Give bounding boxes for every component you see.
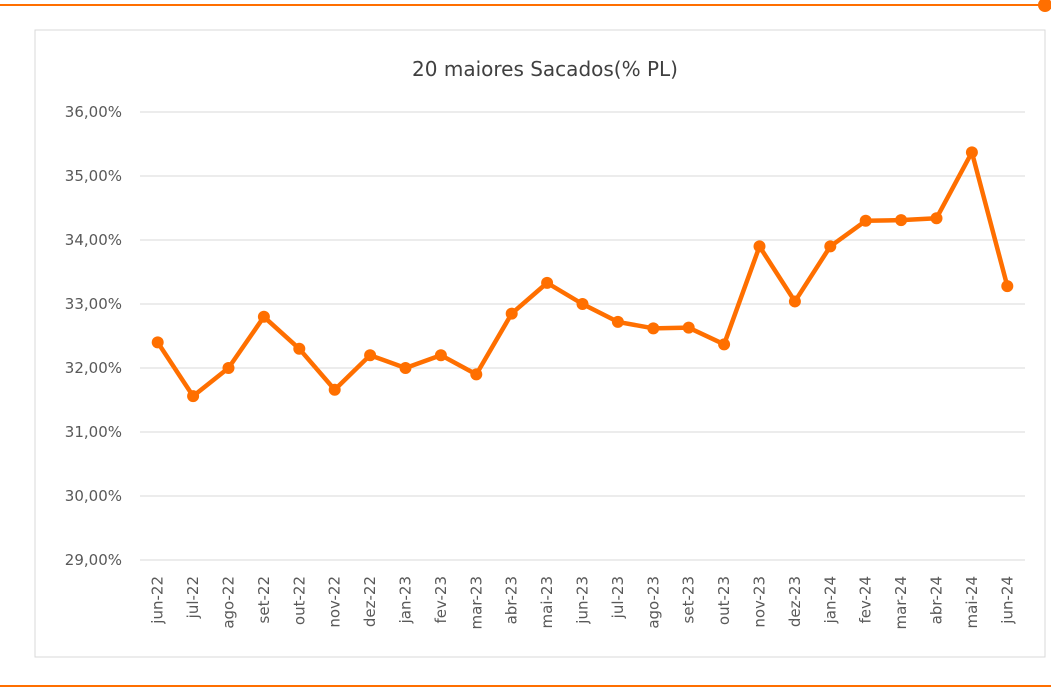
y-tick-label: 30,00%	[65, 487, 122, 505]
chart-frame	[34, 29, 1046, 658]
point	[647, 322, 660, 335]
point	[930, 212, 943, 225]
x-tick-label: fev-23	[432, 576, 450, 623]
x-tick-label: mar-24	[892, 576, 910, 630]
x-tick-label: mar-23	[467, 576, 485, 630]
point	[1001, 280, 1014, 293]
x-tick-label: jul-23	[609, 576, 627, 619]
y-tick-label: 33,00%	[65, 295, 122, 313]
point	[788, 295, 801, 308]
x-tick-label: abr-23	[503, 576, 521, 624]
point	[364, 349, 377, 362]
point	[718, 338, 731, 351]
y-tick-label: 29,00%	[65, 551, 122, 569]
point	[434, 349, 447, 362]
x-tick-label: jun-22	[149, 576, 167, 625]
x-tick-label: out-23	[715, 576, 733, 625]
y-tick-label: 36,00%	[65, 103, 122, 121]
y-tick-label: 31,00%	[65, 423, 122, 441]
x-tick-label: fev-24	[857, 576, 875, 623]
y-tick-label: 35,00%	[65, 167, 122, 185]
x-tick-label: jun-23	[574, 576, 592, 625]
chart-title: 20 maiores Sacados(% PL)	[412, 57, 678, 81]
x-tick-label: nov-22	[326, 576, 344, 628]
point	[576, 298, 589, 310]
x-tick-label: ago-22	[220, 576, 238, 629]
y-tick-label: 32,00%	[65, 359, 122, 377]
x-tick-label: dez-22	[361, 576, 379, 627]
point	[222, 362, 235, 374]
x-tick-label: set-22	[255, 576, 273, 623]
x-tick-label: mai-23	[538, 576, 556, 628]
point	[965, 146, 978, 159]
point	[753, 240, 766, 253]
point	[187, 390, 200, 403]
point	[895, 214, 908, 227]
x-tick-label: jan-24	[821, 576, 839, 624]
x-tick-label: ago-23	[644, 576, 662, 629]
point	[293, 342, 306, 355]
x-tick-label: nov-23	[751, 576, 769, 628]
x-tick-label: jul-22	[184, 576, 202, 619]
x-tick-label: jun-24	[998, 576, 1016, 625]
x-tick-label: jan-23	[397, 576, 415, 624]
x-tick-label: set-23	[680, 576, 698, 623]
point	[541, 276, 554, 289]
point	[611, 315, 624, 328]
point	[151, 336, 164, 349]
point	[470, 368, 483, 381]
point	[859, 214, 872, 227]
point	[505, 307, 518, 320]
rule-dot	[1038, 0, 1051, 12]
point	[399, 362, 412, 374]
point	[257, 310, 270, 323]
x-tick-label: dez-23	[786, 576, 804, 627]
y-tick-label: 34,00%	[65, 231, 122, 249]
point	[824, 240, 837, 253]
x-tick-label: abr-24	[928, 576, 946, 624]
x-tick-label: out-22	[290, 576, 308, 625]
point	[682, 321, 695, 334]
point	[328, 383, 341, 396]
x-tick-label: mai-24	[963, 576, 981, 628]
